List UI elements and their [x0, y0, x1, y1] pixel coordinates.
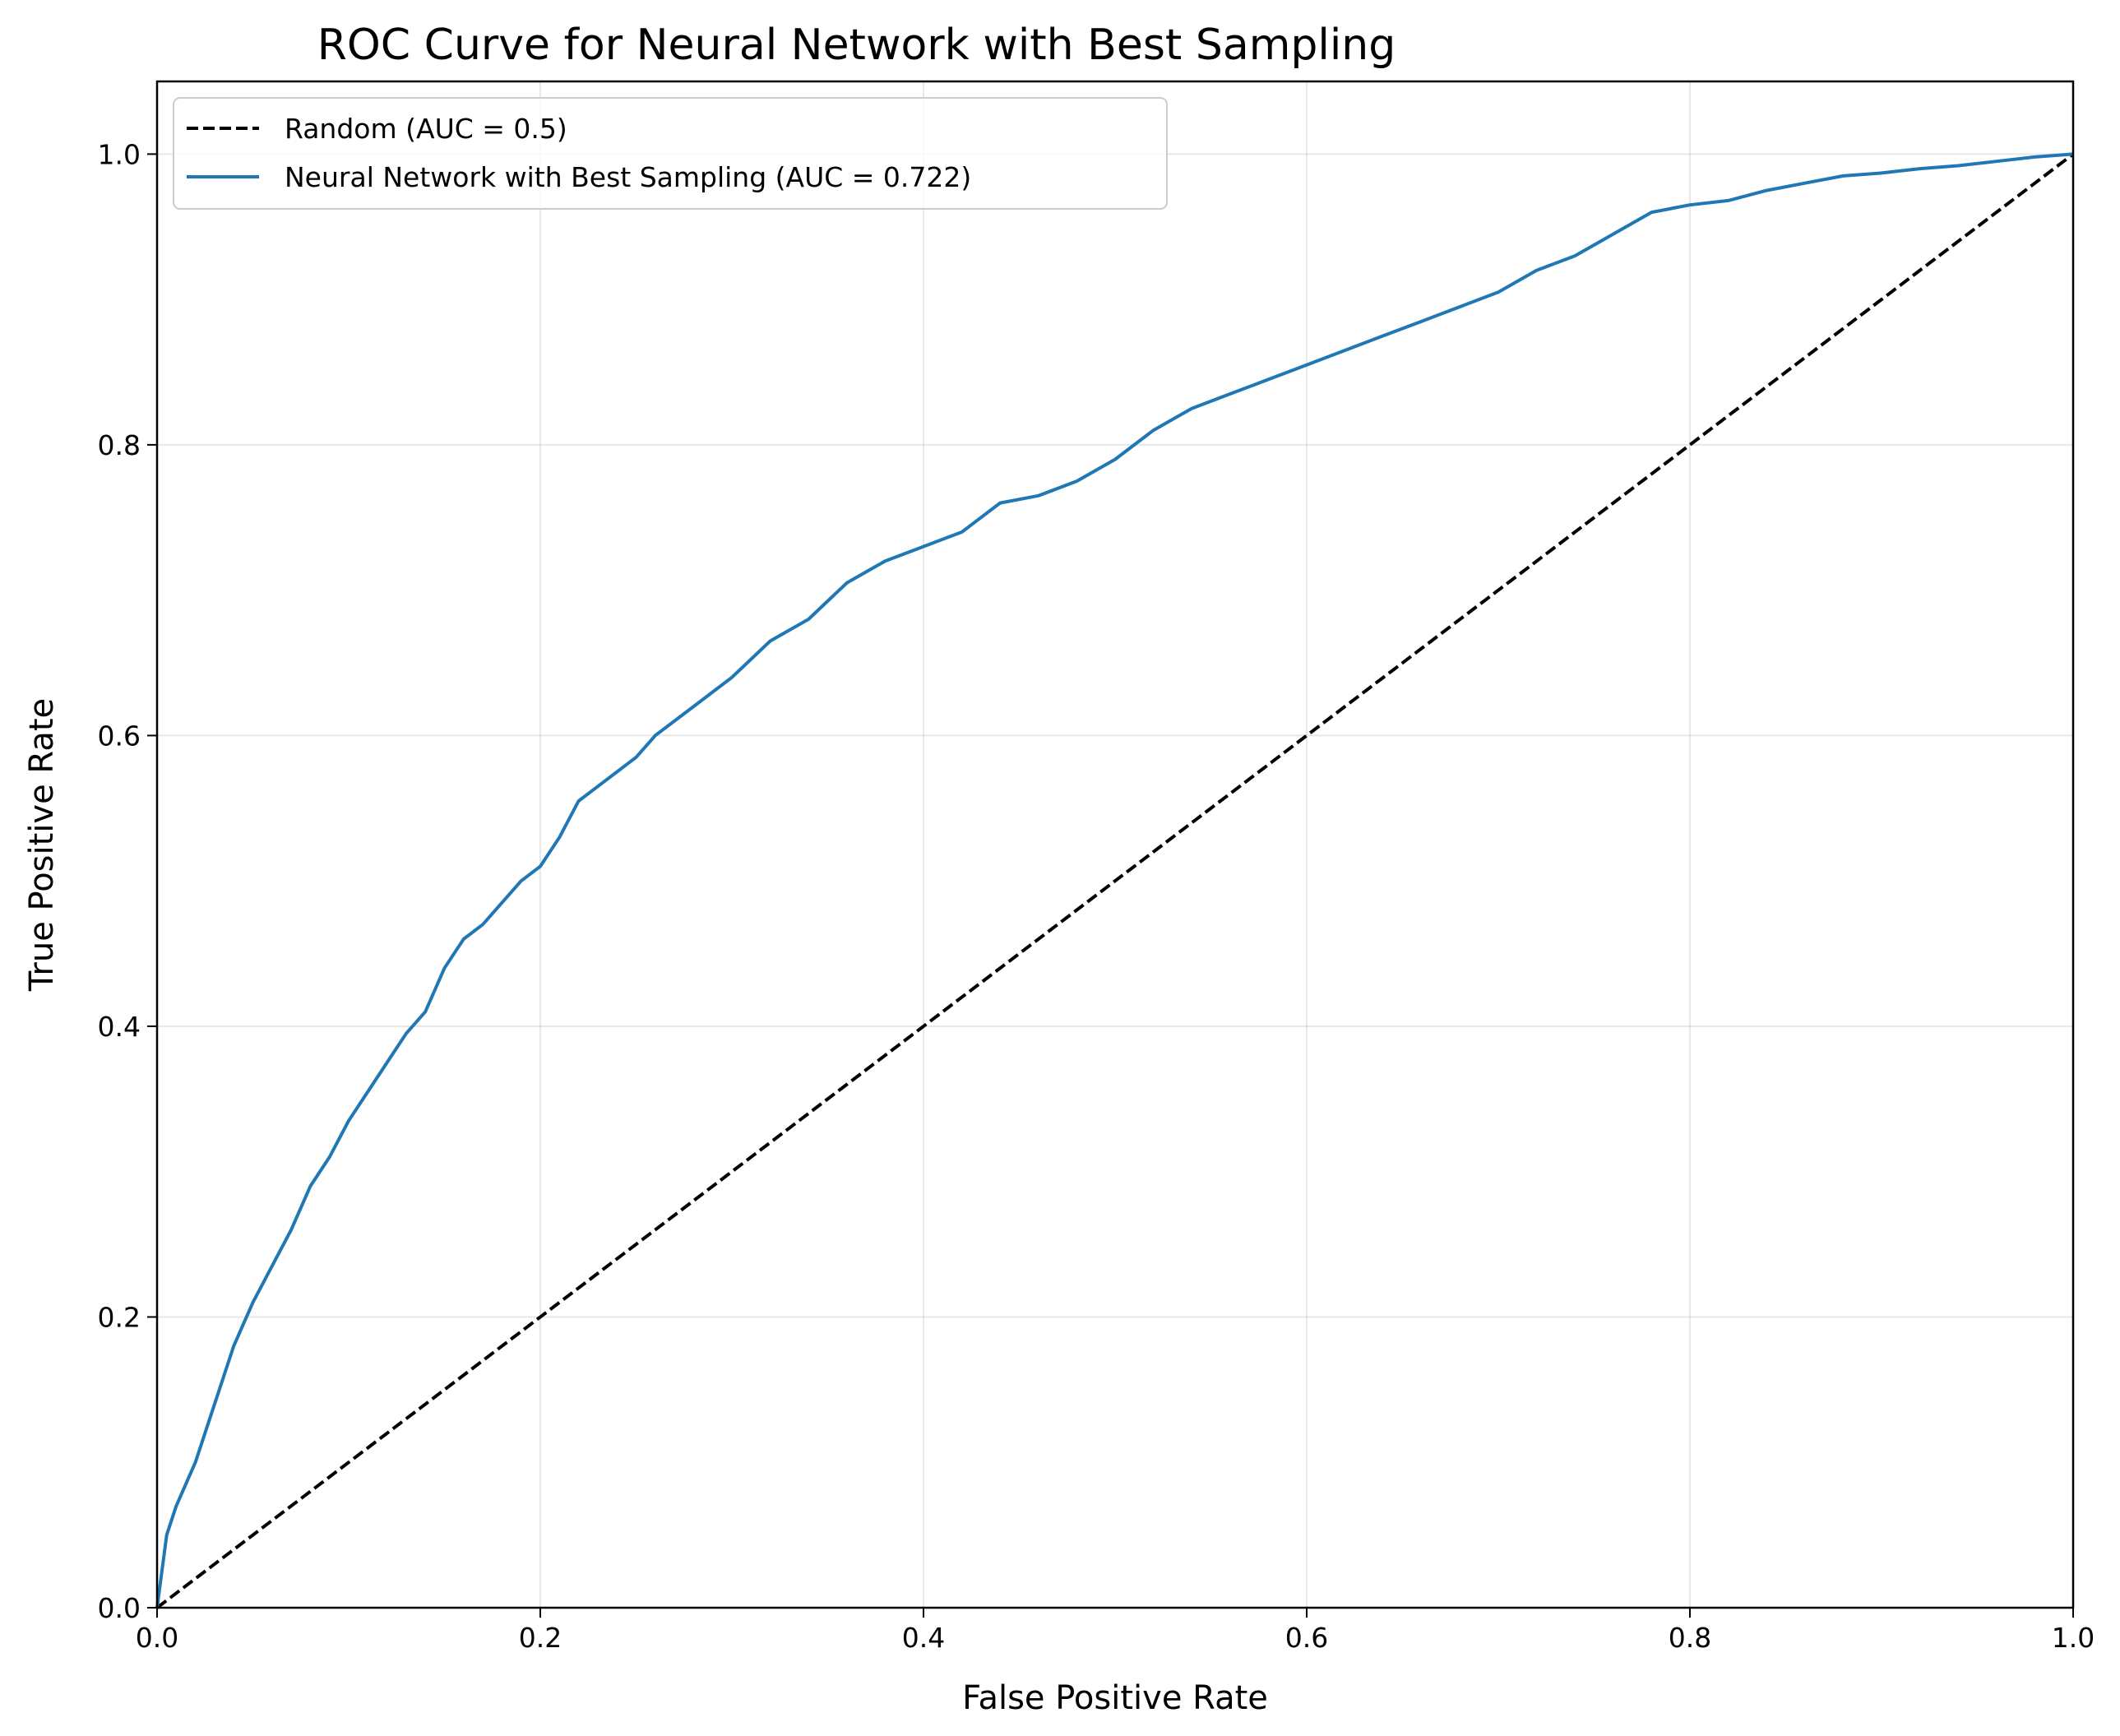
x-axis: 0.0 0.2 0.4 0.6 0.8 1.0 — [136, 1608, 2095, 1654]
y-tick-label: 0.2 — [98, 1301, 141, 1333]
legend-label-neural-network: Neural Network with Best Sampling (AUC =… — [285, 161, 971, 193]
x-tick-label: 0.0 — [136, 1622, 178, 1654]
random-baseline-line — [155, 152, 2075, 1609]
chart-title: ROC Curve for Neural Network with Best S… — [317, 21, 1396, 70]
x-tick-label: 1.0 — [2052, 1622, 2095, 1654]
legend: Random (AUC = 0.5) Neural Network with B… — [173, 97, 1168, 210]
y-tick-label: 1.0 — [98, 138, 141, 170]
x-tick-label: 0.6 — [1285, 1622, 1328, 1654]
legend-box — [173, 97, 1168, 210]
y-tick-label: 0.4 — [98, 1011, 141, 1043]
x-axis-label: False Positive Rate — [962, 1679, 1268, 1717]
y-tick-label: 0.0 — [98, 1592, 141, 1624]
y-axis-label: True Positive Rate — [23, 698, 61, 992]
x-tick-label: 0.2 — [519, 1622, 562, 1654]
series-group — [155, 152, 2075, 1609]
roc-curve-line — [155, 152, 2074, 1609]
y-tick-label: 0.6 — [98, 720, 141, 752]
y-tick-label: 0.8 — [98, 429, 141, 461]
plot-frame — [155, 80, 2075, 1609]
legend-label-random: Random (AUC = 0.5) — [285, 113, 567, 145]
y-axis: 0.0 0.2 0.4 0.6 0.8 1.0 — [98, 138, 157, 1624]
x-tick-label: 0.4 — [902, 1622, 945, 1654]
x-tick-label: 0.8 — [1669, 1622, 1711, 1654]
